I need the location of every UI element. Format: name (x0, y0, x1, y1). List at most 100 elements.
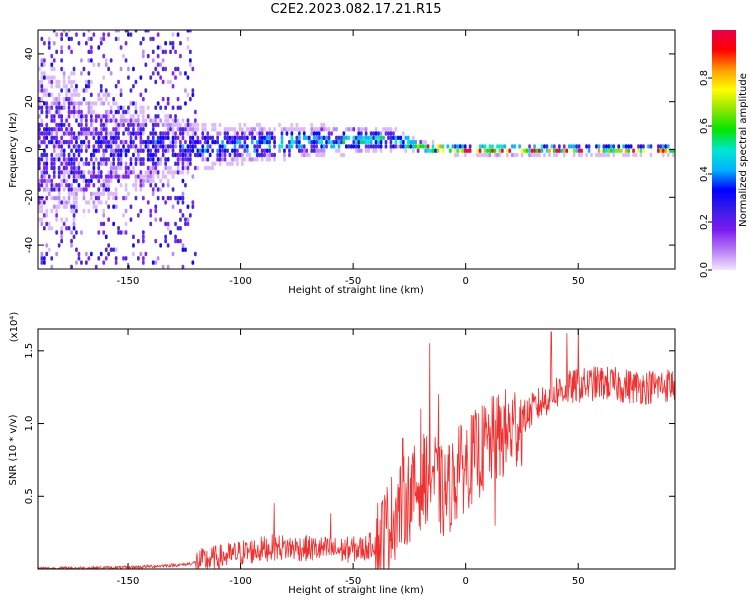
heatmap-cell (146, 139, 150, 145)
heatmap-cell (112, 161, 115, 166)
heatmap-cell (389, 144, 393, 149)
heatmap-cell (139, 170, 143, 175)
heatmap-cell (637, 144, 640, 149)
heatmap-cell (194, 251, 197, 257)
heatmap-cell (139, 178, 143, 184)
heatmap-cell (50, 135, 54, 140)
heatmap-cell (127, 109, 130, 115)
heatmap-cell (151, 131, 155, 136)
heatmap-cell (523, 148, 526, 153)
heatmap-cell (166, 157, 170, 162)
heatmap-cell (104, 135, 108, 140)
heatmap-cell (70, 96, 73, 102)
heatmap-cell (189, 96, 192, 102)
heatmap-cell (92, 148, 96, 153)
heatmap-cell (77, 131, 81, 136)
heatmap-cell (392, 131, 395, 136)
heatmap-cell (80, 144, 83, 149)
heatmap-cell (151, 157, 155, 162)
heatmap-cell (94, 118, 98, 123)
heatmap-cell (171, 131, 175, 136)
heatmap-cell (161, 144, 165, 149)
heatmap-cell (45, 221, 49, 227)
heatmap-cell (290, 127, 294, 132)
heatmap-cell (151, 170, 155, 175)
heatmap-cell (149, 157, 153, 162)
heatmap-cell (87, 30, 91, 33)
heatmap-cell (102, 122, 106, 128)
heatmap-cell (419, 144, 422, 149)
heatmap-cell (419, 139, 422, 145)
heatmap-cell (169, 114, 172, 119)
heatmap-cell (154, 183, 158, 188)
heatmap-cell (231, 127, 234, 132)
heatmap-cell (75, 118, 78, 123)
heatmap-cell (109, 135, 113, 140)
heatmap-cell (62, 195, 66, 201)
heatmap-cell (112, 174, 115, 179)
heatmap-cell (273, 127, 276, 132)
heatmap-cell (540, 148, 544, 153)
heatmap-cell (342, 131, 346, 136)
heatmap-cell (322, 152, 326, 158)
heatmap-cell (191, 122, 195, 128)
heatmap-cell (159, 217, 162, 222)
heatmap-cell (176, 105, 180, 110)
heatmap-cell (206, 139, 210, 145)
heatmap-cell (164, 238, 167, 244)
heatmap-cell (70, 84, 73, 89)
heatmap-cell (156, 101, 160, 106)
heatmap-cell (50, 114, 54, 119)
heatmap-cell (139, 208, 143, 214)
heatmap-cells (38, 30, 675, 269)
heatmap-cell (57, 101, 61, 106)
heatmap-cell (127, 66, 130, 72)
heatmap-cell (268, 139, 271, 145)
heatmap-cell (104, 247, 108, 252)
heatmap-cell (213, 161, 217, 166)
heatmap-cell (72, 174, 76, 179)
heatmap-cell (223, 152, 227, 158)
heatmap-cell (174, 118, 177, 123)
heatmap-cell (75, 170, 78, 175)
heatmap-cell (528, 148, 531, 153)
heatmap-cell (164, 174, 167, 179)
heatmap-cell (223, 135, 227, 140)
x-tick-label: 0 (462, 576, 468, 587)
heatmap-cell (142, 109, 145, 115)
heatmap-cell (77, 161, 81, 166)
heatmap-cell (75, 230, 78, 235)
heatmap-cell (57, 170, 61, 175)
heatmap-cell (50, 75, 54, 80)
heatmap-cell (40, 157, 44, 162)
heatmap-cell (38, 135, 41, 140)
heatmap-cell (102, 92, 106, 97)
heatmap-cell (394, 127, 398, 132)
heatmap-cell (166, 195, 170, 201)
heatmap-cell (508, 148, 512, 153)
heatmap-cell (298, 148, 301, 153)
heatmap-cell (132, 234, 135, 239)
heatmap-cell (102, 230, 106, 235)
heatmap-cell (94, 127, 98, 132)
heatmap-cell (218, 144, 222, 149)
heatmap-cell (325, 127, 328, 132)
heatmap-cell (104, 183, 108, 188)
heatmap-cell (77, 204, 81, 209)
heatmap-cell (174, 234, 177, 239)
heatmap-cell (94, 148, 98, 153)
heatmap-cell (260, 139, 264, 145)
heatmap-cell (122, 174, 125, 179)
heatmap-cell (513, 152, 517, 158)
heatmap-cell (161, 139, 165, 145)
heatmap-cell (119, 165, 123, 171)
heatmap-cell (124, 30, 128, 33)
heatmap-cell (164, 118, 167, 123)
heatmap-cell (347, 135, 351, 140)
heatmap-cell (191, 127, 195, 132)
heatmap-cell (87, 101, 91, 106)
heatmap-cell (493, 148, 497, 153)
heatmap-cell (176, 122, 180, 128)
heatmap-cell (156, 114, 160, 119)
heatmap-cell (317, 131, 321, 136)
